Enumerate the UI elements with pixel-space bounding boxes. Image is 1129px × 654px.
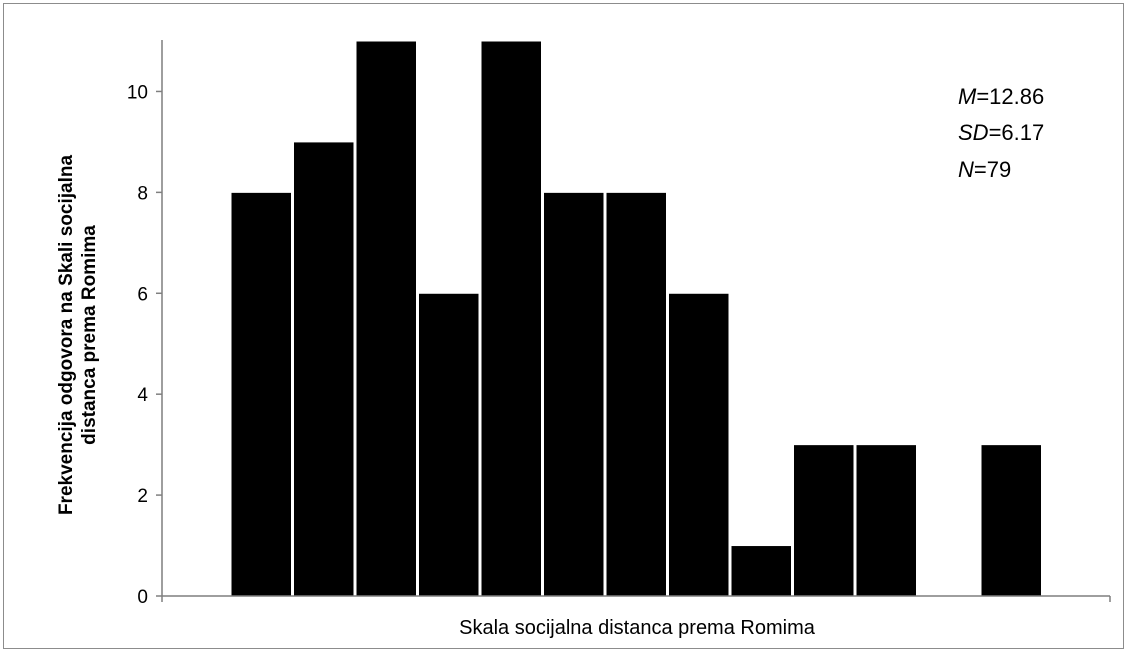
y-axis-title-line-2: distanca prema Romima [79, 225, 100, 445]
y-tick-label-4: 4 [137, 385, 148, 406]
stat-sd-value: =6.17 [989, 120, 1045, 145]
y-tick-label-2: 2 [137, 486, 148, 507]
histogram-bar-13 [980, 444, 1042, 597]
bars-group [230, 40, 1042, 597]
stat-sd-symbol: SD [958, 120, 989, 145]
y-axis-title: Frekvencija odgovora na Skali socijalna … [56, 155, 100, 516]
x-ticks-group [161, 596, 1111, 602]
y-tick-label-8: 8 [137, 183, 148, 204]
histogram-bar-2 [293, 141, 355, 597]
histogram-bar-10 [793, 444, 855, 597]
y-tick-label-0: 0 [137, 587, 148, 608]
stat-mean-value: =12.86 [976, 84, 1044, 109]
x-axis-title: Skala socijalna distanca prema Romima [459, 617, 816, 639]
histogram-bar-8 [668, 292, 730, 597]
y-tick-label-10: 10 [127, 82, 148, 103]
y-axis-title-line-1: Frekvencija odgovora na Skali socijalna [56, 155, 77, 516]
stat-n-symbol: N [958, 157, 974, 182]
histogram-bar-1 [230, 191, 292, 597]
stat-n: N=79 [958, 157, 1011, 182]
histogram-bar-4 [418, 292, 480, 597]
stat-sd: SD=6.17 [958, 120, 1044, 145]
histogram-bar-5 [480, 40, 542, 597]
histogram-bar-7 [605, 191, 667, 597]
histogram-bar-11 [855, 444, 917, 597]
stat-mean: M=12.86 [958, 84, 1044, 109]
y-tick-label-6: 6 [137, 284, 148, 305]
stats-annotation: M=12.86 SD=6.17 N=79 [958, 84, 1044, 182]
histogram-bar-6 [543, 191, 605, 597]
y-ticks-group: 0 2 4 6 8 10 [127, 82, 162, 608]
histogram-bar-9 [730, 545, 792, 597]
stat-n-value: =79 [974, 157, 1011, 182]
stat-mean-symbol: M [958, 84, 977, 109]
histogram-bar-3 [355, 40, 417, 597]
